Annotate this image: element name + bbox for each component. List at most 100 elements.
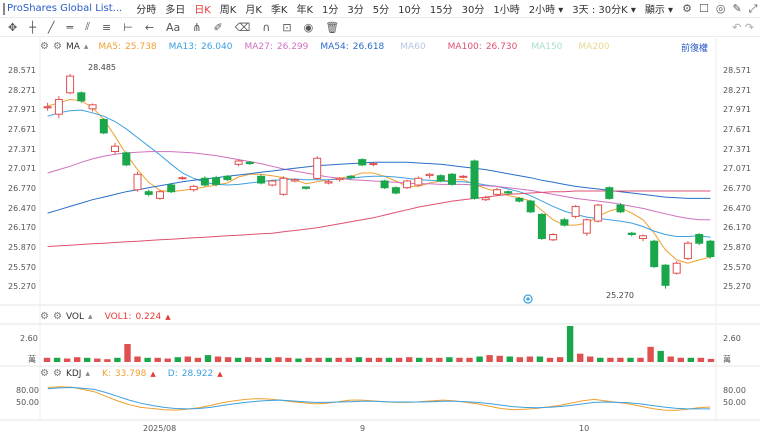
d-value: 28.922 [181, 368, 214, 379]
period-tab[interactable]: 5分 [372, 5, 390, 16]
volume-bar [627, 357, 634, 362]
visibility-icon[interactable]: ◉ [303, 20, 314, 34]
ma27-label: MA27: [244, 41, 273, 52]
volume-bar [687, 357, 694, 362]
volume-bar [657, 350, 664, 362]
candle-body [66, 75, 75, 94]
adjustment-label[interactable]: 前復權 [681, 44, 709, 54]
magnet-icon[interactable]: ∩ [262, 20, 271, 34]
volume-bar [476, 356, 483, 362]
candle-body [616, 204, 625, 213]
ma5-label: MA5: [98, 41, 122, 52]
trend-up-icon: ▲ [150, 369, 156, 378]
ma-title[interactable]: MA [65, 41, 80, 52]
period-tab[interactable]: 1分 [322, 5, 339, 16]
period-tab[interactable]: 3分 [347, 5, 364, 16]
undo-redo-icon[interactable]: ↶ ↷ [732, 20, 754, 34]
price-tick: 28.271 [723, 86, 751, 95]
lock-icon[interactable]: ⊡ [282, 20, 292, 34]
trend-up-icon: ▲ [165, 312, 171, 321]
volume-bar [295, 358, 302, 362]
candle-body [560, 219, 569, 226]
volume-bar [154, 357, 161, 362]
price-tick: 27.071 [723, 164, 751, 173]
period-tab[interactable]: 月K [245, 5, 262, 16]
delete-icon[interactable]: 🗑 [325, 20, 340, 34]
candle-body [156, 191, 164, 199]
price-tick: 27.071 [8, 164, 36, 173]
vol-tick: 2.60 [723, 334, 741, 343]
fib-icon[interactable]: ≡ [102, 20, 112, 34]
volume-bar [416, 357, 423, 362]
indicator-settings-icon[interactable]: ⚙ [52, 368, 62, 379]
vol-title[interactable]: VOL [65, 311, 85, 322]
eraser-icon[interactable]: ⌫ [234, 20, 251, 34]
candle-body [639, 235, 647, 240]
crosshair-icon[interactable]: ┼ [29, 20, 36, 34]
candle-body [77, 92, 86, 102]
brush-icon[interactable]: ✐ [213, 20, 223, 34]
settings-icon[interactable]: ⚙ [40, 368, 49, 379]
arrow-icon[interactable]: ← [144, 20, 155, 34]
period-tab[interactable]: 1小時 [493, 5, 520, 16]
dropdown-icon[interactable]: ▴ [83, 41, 89, 52]
ma-legend: ⚙ ⚙ MA ▴ MA5: 25.738 MA13: 26.040 MA27: … [40, 41, 614, 52]
layout-icon[interactable]: ☐ [698, 2, 709, 15]
event-marker-dot [526, 297, 530, 301]
fullscreen-icon[interactable]: ⤢ [748, 1, 758, 15]
symbol-name[interactable]: ProShares Global List... [7, 3, 123, 14]
dropdown-icon[interactable]: ▴ [88, 311, 93, 322]
volume-bar [104, 359, 111, 362]
measure-icon[interactable]: ⊢ [123, 20, 133, 34]
vol1-label: VOL1: [104, 311, 132, 322]
settings-icon[interactable]: ⚙ [682, 2, 692, 15]
event-marker-icon [523, 294, 533, 304]
volume-bar [577, 353, 584, 362]
period-tab[interactable]: 2小時 ▾ [528, 5, 564, 16]
display-dropdown[interactable]: 顯示 ▾ [644, 5, 674, 16]
kdj-title[interactable]: KDJ [65, 368, 82, 379]
volume-bar [335, 357, 342, 362]
price-tick: 25.570 [723, 263, 751, 272]
trend-up-icon: ▲ [217, 369, 223, 378]
horizontal-line-icon[interactable]: ═ [66, 20, 74, 34]
pattern-icon[interactable]: ⋔ [192, 20, 202, 34]
period-tab[interactable]: 多日 [165, 5, 186, 16]
settings-icon[interactable]: ⚙ [40, 41, 49, 52]
period-tab[interactable]: 15分 [429, 5, 453, 16]
candle-body [189, 185, 198, 191]
price-tick: 26.170 [723, 223, 751, 232]
kdj-d-line [47, 386, 711, 410]
date-label: 9 [360, 424, 366, 433]
vol-legend: ⚙ ⚙ VOL ▴ VOL1: 0.224 ▲ [40, 311, 175, 322]
ma27-value: 26.299 [276, 41, 309, 52]
period-tab[interactable]: 季K [270, 5, 288, 16]
dropdown-icon[interactable]: ▴ [85, 368, 90, 379]
candle-body [695, 234, 704, 244]
settings-icon[interactable]: ⚙ [40, 311, 49, 322]
text-icon[interactable]: Aa [166, 20, 181, 34]
price-tick: 25.270 [723, 282, 751, 291]
kdj-tick: 50.00 [16, 398, 39, 407]
candle-body [88, 104, 97, 110]
period-tab[interactable]: 10分 [398, 5, 421, 16]
line-icon[interactable]: ╱ [47, 20, 55, 34]
candle-body [706, 240, 715, 258]
period-tab[interactable]: 3天 : 30分K ▾ [572, 5, 636, 16]
move-icon[interactable]: ✥ [8, 20, 18, 34]
period-tab[interactable]: 周K [219, 5, 237, 16]
candle-body [627, 232, 636, 235]
period-tab[interactable]: 年K [296, 5, 314, 16]
period-tab-active[interactable]: 日K [194, 5, 211, 16]
period-tab[interactable]: 30分 [461, 5, 485, 16]
indicator-settings-icon[interactable]: ⚙ [52, 41, 62, 52]
camera-icon[interactable]: ◎ [715, 2, 726, 15]
period-tab[interactable]: 分時 [136, 5, 157, 16]
channel-icon[interactable]: ⫽ [85, 20, 90, 33]
edit-icon[interactable]: ✎ [732, 2, 742, 15]
indicator-settings-icon[interactable]: ⚙ [52, 311, 62, 322]
volume-bar [556, 357, 564, 362]
candle-body [448, 173, 456, 185]
volume-bar [134, 356, 141, 362]
